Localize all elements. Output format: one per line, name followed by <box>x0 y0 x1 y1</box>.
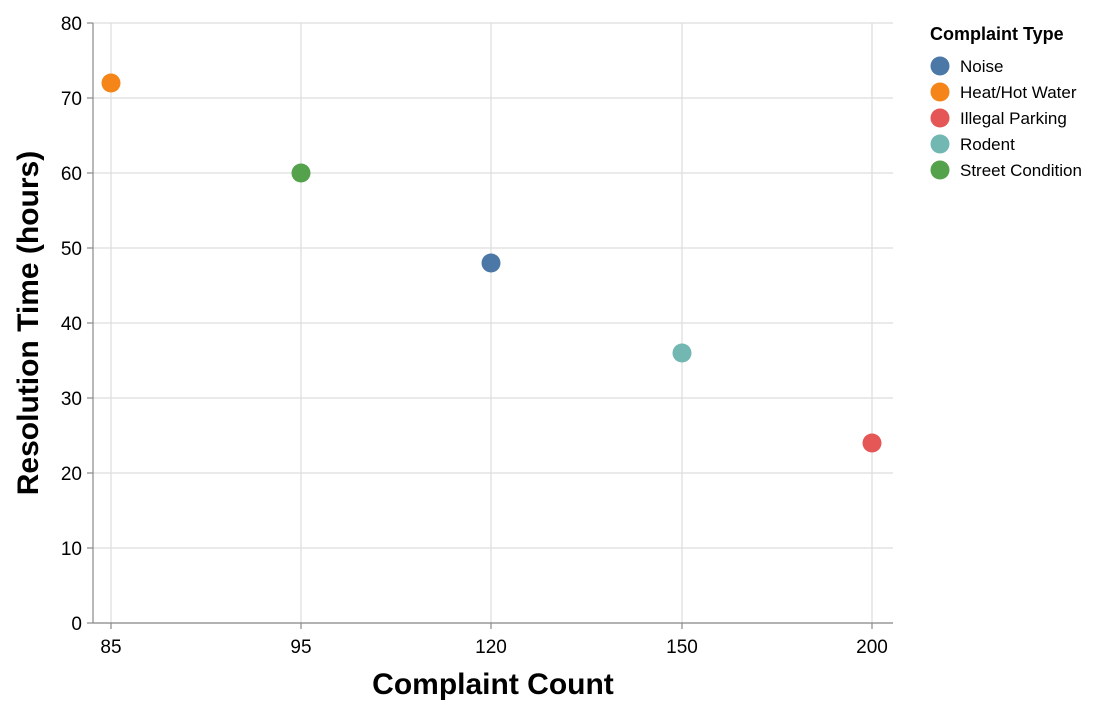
legend-title: Complaint Type <box>930 24 1064 44</box>
axis-layer: 0 10 20 30 40 50 60 70 80 85 95 120 150 200 <box>61 14 893 658</box>
x-tick-label: 200 <box>856 637 888 658</box>
x-axis-title: Complaint Count <box>372 668 614 701</box>
grid-layer <box>93 22 893 624</box>
data-point[interactable] <box>672 343 692 363</box>
legend: Complaint Type Noise Heat/Hot Water Illega… <box>930 24 1082 180</box>
legend-swatch <box>930 134 950 154</box>
x-tick-label: 95 <box>290 637 311 658</box>
legend-item: Rodent <box>930 134 1015 154</box>
y-tick-label: 30 <box>61 389 82 410</box>
data-point[interactable] <box>481 253 501 273</box>
data-point[interactable] <box>862 433 882 453</box>
legend-items: Noise Heat/Hot Water Illegal Parking Rodent… <box>930 56 1082 180</box>
data-point[interactable] <box>101 73 121 93</box>
legend-swatch <box>930 108 950 128</box>
legend-label: Rodent <box>960 135 1015 154</box>
y-tick-label: 0 <box>71 614 82 635</box>
legend-swatch <box>930 160 950 180</box>
legend-swatch <box>930 82 950 102</box>
legend-item: Street Condition <box>930 160 1082 180</box>
y-tick-label: 20 <box>61 464 82 485</box>
y-tick-label: 80 <box>61 14 82 35</box>
legend-swatch <box>930 56 950 76</box>
y-tick-label: 50 <box>61 239 82 260</box>
legend-item: Illegal Parking <box>930 108 1067 128</box>
legend-label: Heat/Hot Water <box>960 83 1077 102</box>
legend-label: Noise <box>960 57 1003 76</box>
data-point[interactable] <box>291 163 311 183</box>
y-tick-label: 10 <box>61 539 82 560</box>
y-tick-label: 40 <box>61 314 82 335</box>
x-tick-label: 120 <box>475 637 507 658</box>
x-tick-label: 150 <box>666 637 698 658</box>
legend-label: Street Condition <box>960 161 1082 180</box>
point-layer <box>101 73 882 453</box>
legend-label: Illegal Parking <box>960 109 1067 128</box>
x-tick-label: 85 <box>100 637 121 658</box>
y-axis-title: Resolution Time (hours) <box>12 151 45 495</box>
y-tick-label: 70 <box>61 89 82 110</box>
y-tick-label: 60 <box>61 164 82 185</box>
legend-item: Heat/Hot Water <box>930 82 1077 102</box>
legend-item: Noise <box>930 56 1003 76</box>
